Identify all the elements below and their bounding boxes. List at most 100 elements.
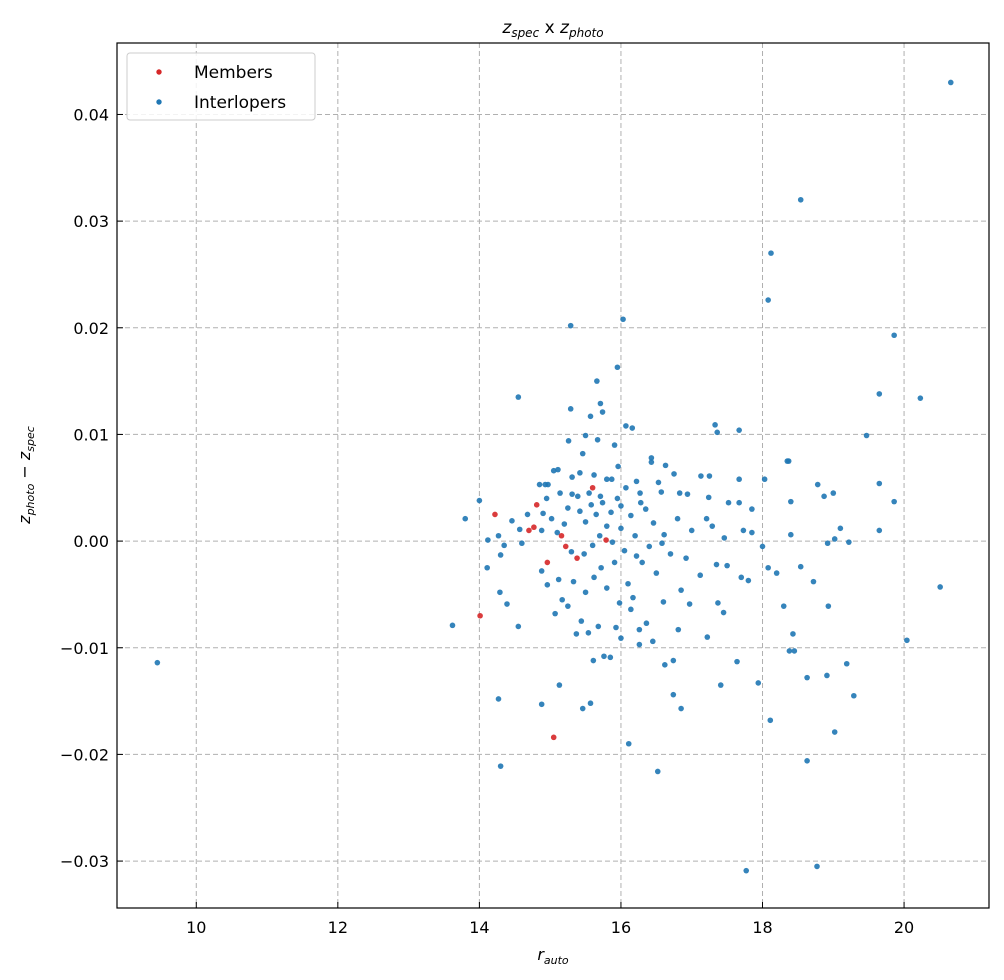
interloper-point [607,654,614,661]
interloper-point [587,700,594,707]
interloper-point [804,758,810,764]
interloper-point [588,502,595,508]
interloper-point [876,527,883,534]
interloper-point [591,472,597,478]
interloper-point [759,543,766,550]
interloper-point [788,498,794,505]
interloper-point [565,505,571,511]
interloper-point [745,577,752,584]
interloper-point [567,406,574,412]
interloper-point [569,474,575,480]
y-tick-label: −0.02 [60,745,109,764]
interloper-point [629,425,636,431]
grid [117,43,989,908]
interloper-point [814,863,820,870]
y-tick-label: 0.04 [73,105,109,124]
interloper-point [485,537,491,543]
interloper-point [632,532,638,539]
interloper-point [519,540,525,547]
interloper-point [824,672,830,679]
interloper-point [497,763,504,769]
interloper-point [846,539,852,545]
interloper-point [555,466,561,473]
interloper-point [736,499,742,506]
interloper-point [637,499,644,506]
interloper-point [524,511,531,518]
interloper-point [608,476,615,483]
interloper-point [565,603,571,609]
interloper-point [904,637,910,644]
interloper-point [683,555,689,561]
member-point [533,502,540,508]
interloper-point [658,489,665,495]
interloper-point [595,623,602,630]
interloper-point [484,564,490,571]
interloper-point [561,521,568,527]
x-tick-label: 18 [752,918,772,937]
interloper-point [633,478,640,485]
interloper-point [611,442,618,448]
interloper-point [515,623,522,630]
interloper-point [633,553,640,559]
interloper-point [740,527,747,534]
interloper-point [686,601,693,607]
interloper-point [573,631,580,637]
legend-label-members: Members [194,63,273,83]
interloper-point [755,680,762,686]
interloper-point [611,559,618,566]
y-tick-label: −0.03 [60,852,109,871]
interloper-point [609,539,616,545]
interloper-point [714,429,721,436]
interloper-point [876,391,883,397]
interloper-point [661,531,667,538]
interloper-point [599,409,606,415]
member-point [531,524,537,531]
interloper-point [705,494,712,501]
interloper-point [649,638,656,645]
interloper-point [603,476,610,483]
interloper-point [642,506,649,512]
interloper-point [788,531,794,538]
interloper-point [614,364,621,371]
legend-box [126,52,316,121]
interloper-point [851,692,857,699]
member-point [492,511,498,518]
interloper-point [670,657,677,664]
interloper-point [540,510,546,517]
interloper-point [703,515,710,522]
interloper-point [594,436,601,443]
interloper-point [720,609,727,616]
interloper-point [648,459,655,465]
interloper-point [620,316,626,323]
y-tick-label: 0.00 [73,532,109,551]
interloper-point [570,578,577,585]
interloper-point [515,394,522,400]
interloper-point [876,480,883,487]
interloper-point [598,564,604,571]
interloper-point [544,582,551,588]
interloper-point [628,512,634,519]
interloper-point [538,568,545,574]
interloper-point [628,606,634,613]
interloper-point [790,631,796,637]
member-point [562,543,569,550]
interloper-point [548,515,555,522]
points [154,79,954,874]
member-point [544,559,551,566]
y-tick-label: 0.03 [73,212,109,231]
interloper-point [749,529,755,536]
interloper-point [724,562,730,569]
interloper-point [721,535,728,541]
interloper-point [767,717,774,724]
interloper-point [623,423,629,429]
interloper-point [579,705,586,712]
interloper-point [743,867,750,874]
interloper-point [154,659,161,666]
interloper-point [495,696,502,702]
interloper-point [585,630,592,636]
legend: Members Interlopers [126,52,316,121]
plot-frame [116,42,990,909]
interloper-point [601,653,607,660]
interloper-point [621,547,628,554]
